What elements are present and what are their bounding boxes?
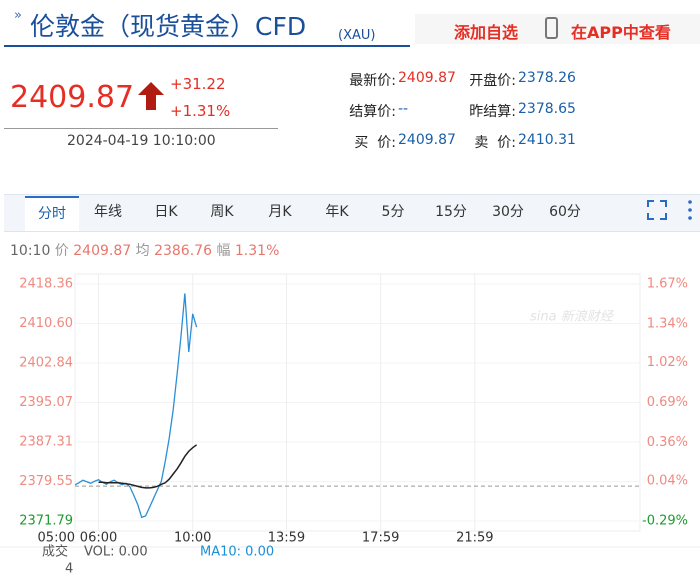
x-tick-label: 21:59	[456, 531, 493, 546]
tab[interactable]: 年K	[325, 204, 349, 220]
y-tick-label: 2387.31	[19, 435, 73, 450]
change: +31.22	[170, 75, 226, 93]
x-tick-label: 05:00	[38, 531, 75, 546]
field-label: 开盘价:	[469, 73, 516, 89]
quote-rule	[4, 128, 278, 129]
tab[interactable]: 周K	[210, 204, 234, 220]
field-value: --	[398, 101, 409, 117]
field-value: 2378.65	[518, 101, 576, 117]
tab[interactable]: 日K	[154, 204, 178, 220]
tab[interactable]: 60分	[549, 204, 581, 220]
info-value: 2409.87	[73, 243, 132, 259]
y-tick-label: 2418.36	[19, 277, 73, 292]
x-tick-label: 13:59	[268, 531, 305, 546]
up-arrow	[138, 82, 164, 110]
field-label: 卖 价:	[474, 135, 516, 151]
info-label: 价	[54, 243, 69, 259]
add-watch[interactable]: 添加自选	[454, 23, 519, 42]
y-tick-label: 2379.55	[19, 474, 73, 489]
info-line: 10:10 价 2409.87 均 2386.76 幅 1.31%	[10, 240, 279, 260]
field-value: 2409.87	[398, 70, 456, 86]
field-label: 最新价:	[349, 73, 396, 89]
volume-label: 成交	[42, 544, 68, 560]
price-line	[98, 444, 198, 489]
open-app[interactable]: 在APP中查看	[571, 23, 671, 42]
info-value: 2386.76	[154, 243, 212, 259]
field-label: 昨结算:	[469, 104, 516, 120]
y2-tick-label: 0.69%	[647, 395, 688, 410]
y-tick-label: 2371.79	[19, 514, 73, 529]
vol: VOL: 0.00	[84, 545, 148, 560]
field-value: 2378.26	[518, 70, 576, 86]
icon: »	[14, 8, 22, 23]
chart: 2418.36 2410.60 2402.84 2395.07 2387.31 2379.…	[0, 273, 700, 577]
tab[interactable]: 15分	[435, 204, 467, 220]
tab-bar	[4, 194, 700, 232]
tab[interactable]: 5分	[381, 204, 405, 220]
tools	[647, 200, 692, 220]
y2-tick-label: 0.36%	[647, 435, 688, 450]
info-time: 10:10	[10, 243, 51, 259]
phone-icon	[545, 17, 558, 39]
info-label: 幅	[216, 243, 231, 259]
y-tick-label: 2395.07	[19, 395, 73, 410]
tab[interactable]: 年线	[94, 204, 122, 220]
y2-tick-label: 0.04%	[647, 474, 688, 489]
percent: +1.31%	[170, 102, 231, 120]
info-value: 1.31%	[234, 243, 280, 259]
tab[interactable]: 30分	[492, 204, 524, 220]
y-tick-label: 2402.84	[19, 355, 73, 370]
volume-value: 4	[65, 562, 73, 577]
y2-tick-label: 1.67%	[647, 277, 688, 292]
y2-tick-label: 1.34%	[647, 316, 688, 331]
field-value: 2409.87	[398, 132, 456, 148]
y2-tick-label: -0.29%	[642, 514, 688, 529]
price: 2409.87	[10, 80, 135, 115]
x-tick-label: 06:00	[80, 531, 117, 546]
quote-time: 2024-04-19 10:10:00	[67, 133, 216, 149]
x-tick-label: 10:00	[174, 531, 211, 546]
title: 伦敦金（现货黄金）CFD	[30, 12, 307, 41]
field-label: 买 价:	[354, 135, 396, 151]
y-tick-label: 2410.60	[19, 316, 73, 331]
tab[interactable]: 月K	[268, 204, 292, 220]
ma10: MA10: 0.00	[200, 545, 274, 560]
code: (XAU)	[338, 28, 376, 43]
y2-tick-label: 1.02%	[647, 355, 688, 370]
field-label: 结算价:	[349, 104, 396, 120]
price-line	[74, 293, 198, 519]
header-rule	[4, 45, 410, 47]
tab[interactable]: 分时	[25, 196, 79, 231]
watermark: sina 新浪财经	[530, 309, 615, 325]
info-label: 均	[135, 243, 150, 259]
x-tick-label: 17:59	[362, 531, 399, 546]
field-value: 2410.31	[518, 132, 576, 148]
